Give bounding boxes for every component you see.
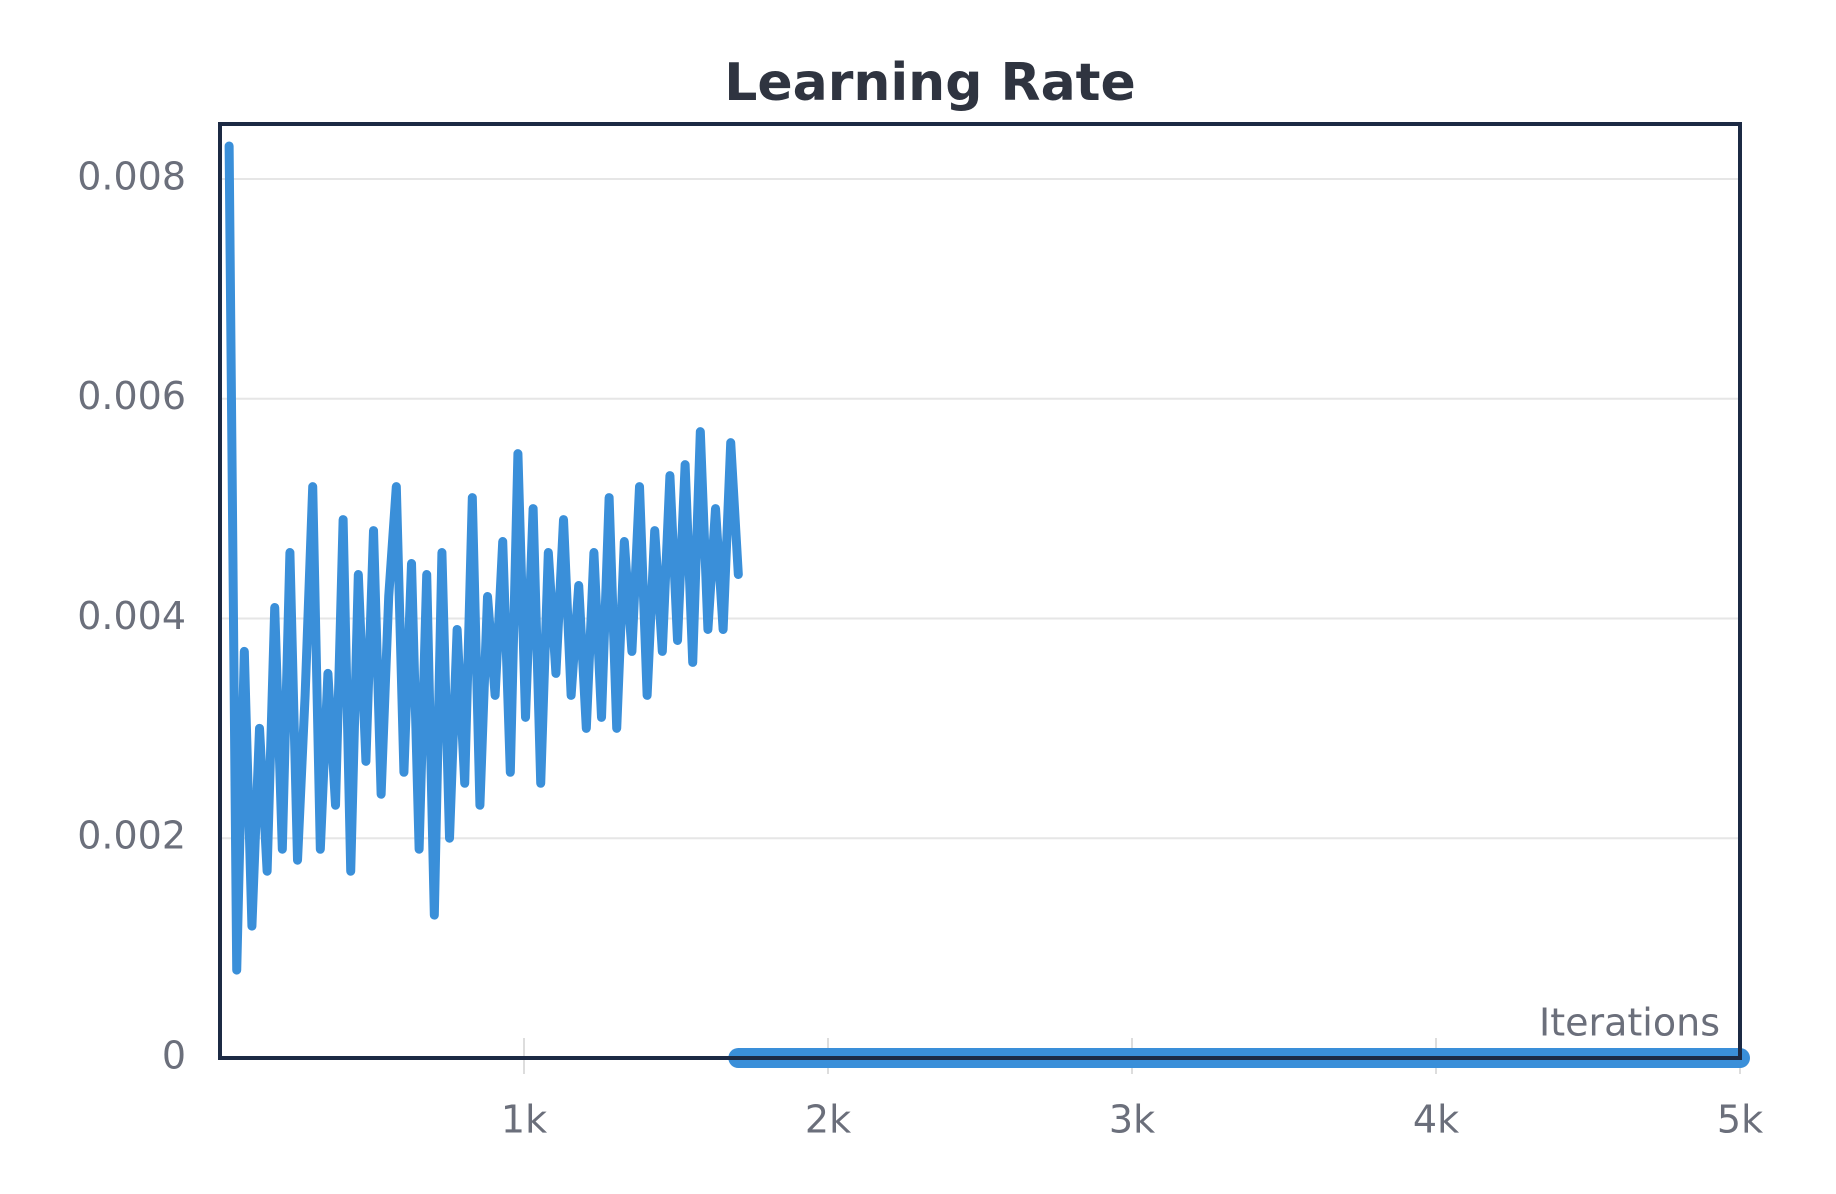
x-tick-label: 2k xyxy=(805,1098,851,1142)
plot-frame xyxy=(218,122,1742,1060)
y-tick-label: 0.002 xyxy=(77,814,186,858)
y-tick-label: 0.006 xyxy=(77,374,186,418)
line-series xyxy=(224,141,743,975)
x-axis-label: Iterations xyxy=(1539,1001,1720,1045)
y-tick-label: 0.004 xyxy=(77,594,186,638)
x-tick-label: 5k xyxy=(1717,1098,1763,1142)
x-tick-label: 3k xyxy=(1109,1098,1155,1142)
chart-title: Learning Rate xyxy=(724,53,1136,113)
x-tick-label: 4k xyxy=(1413,1098,1459,1142)
y-tick-label: 0.008 xyxy=(77,154,186,198)
y-tick-label: 0 xyxy=(162,1034,186,1078)
x-tick-label: 1k xyxy=(501,1098,547,1142)
